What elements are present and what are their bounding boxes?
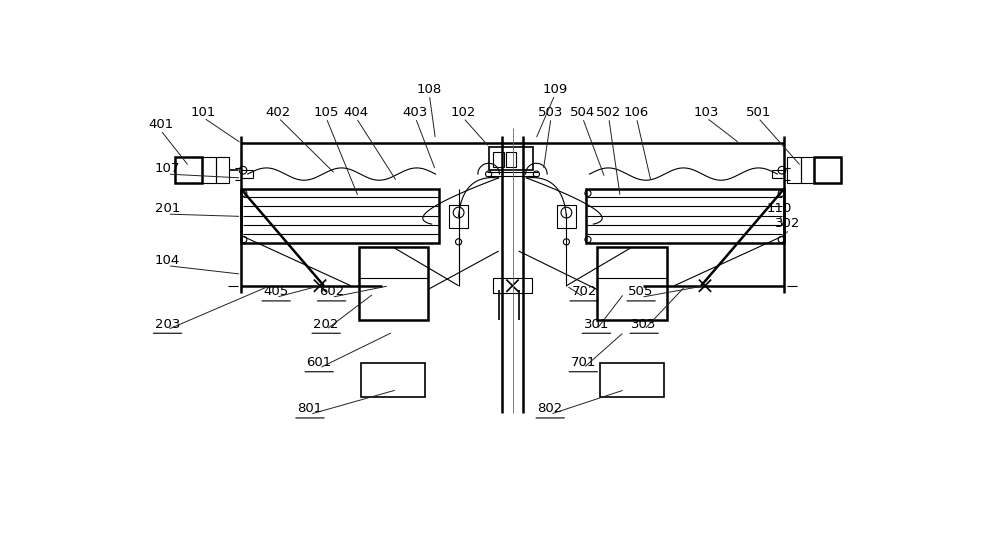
Bar <box>216 157 229 183</box>
Bar <box>489 147 533 170</box>
Text: 404: 404 <box>344 106 369 119</box>
Text: 701: 701 <box>571 356 596 369</box>
Text: 301: 301 <box>584 318 609 330</box>
Text: 501: 501 <box>745 106 771 119</box>
Text: 103: 103 <box>694 106 719 119</box>
Text: 802: 802 <box>538 402 563 415</box>
Text: 104: 104 <box>155 254 180 267</box>
Text: 702: 702 <box>571 285 597 298</box>
Bar <box>449 205 468 228</box>
Text: 203: 203 <box>155 318 180 330</box>
Text: 402: 402 <box>266 106 291 119</box>
Bar <box>202 157 216 183</box>
Bar <box>358 247 428 320</box>
Text: 401: 401 <box>148 117 173 131</box>
Text: 801: 801 <box>297 402 323 415</box>
Bar <box>586 189 784 244</box>
Bar <box>801 157 814 183</box>
Text: 105: 105 <box>313 106 339 119</box>
Bar <box>361 363 425 398</box>
Bar <box>814 157 841 183</box>
Text: 202: 202 <box>313 318 339 330</box>
Bar <box>600 363 664 398</box>
Bar <box>175 157 202 183</box>
Text: 503: 503 <box>538 106 564 119</box>
Text: 109: 109 <box>542 83 567 96</box>
Text: 302: 302 <box>775 217 801 230</box>
Text: 405: 405 <box>263 285 289 298</box>
Bar <box>493 152 504 167</box>
Bar <box>506 152 516 167</box>
Bar <box>787 157 801 183</box>
Text: 110: 110 <box>767 202 792 215</box>
Text: 504: 504 <box>570 106 595 119</box>
Text: 403: 403 <box>403 106 428 119</box>
Text: 101: 101 <box>191 106 216 119</box>
Bar <box>493 278 532 294</box>
Bar <box>597 247 666 320</box>
Text: 106: 106 <box>624 106 649 119</box>
Text: 601: 601 <box>307 356 332 369</box>
Text: 502: 502 <box>596 106 621 119</box>
Text: 602: 602 <box>319 285 344 298</box>
Bar <box>241 189 439 244</box>
Text: 108: 108 <box>417 83 442 96</box>
Text: 107: 107 <box>155 162 180 175</box>
Text: 303: 303 <box>631 318 657 330</box>
Text: 102: 102 <box>451 106 476 119</box>
Bar <box>557 205 576 228</box>
Text: 201: 201 <box>155 202 180 215</box>
Text: 505: 505 <box>628 285 654 298</box>
